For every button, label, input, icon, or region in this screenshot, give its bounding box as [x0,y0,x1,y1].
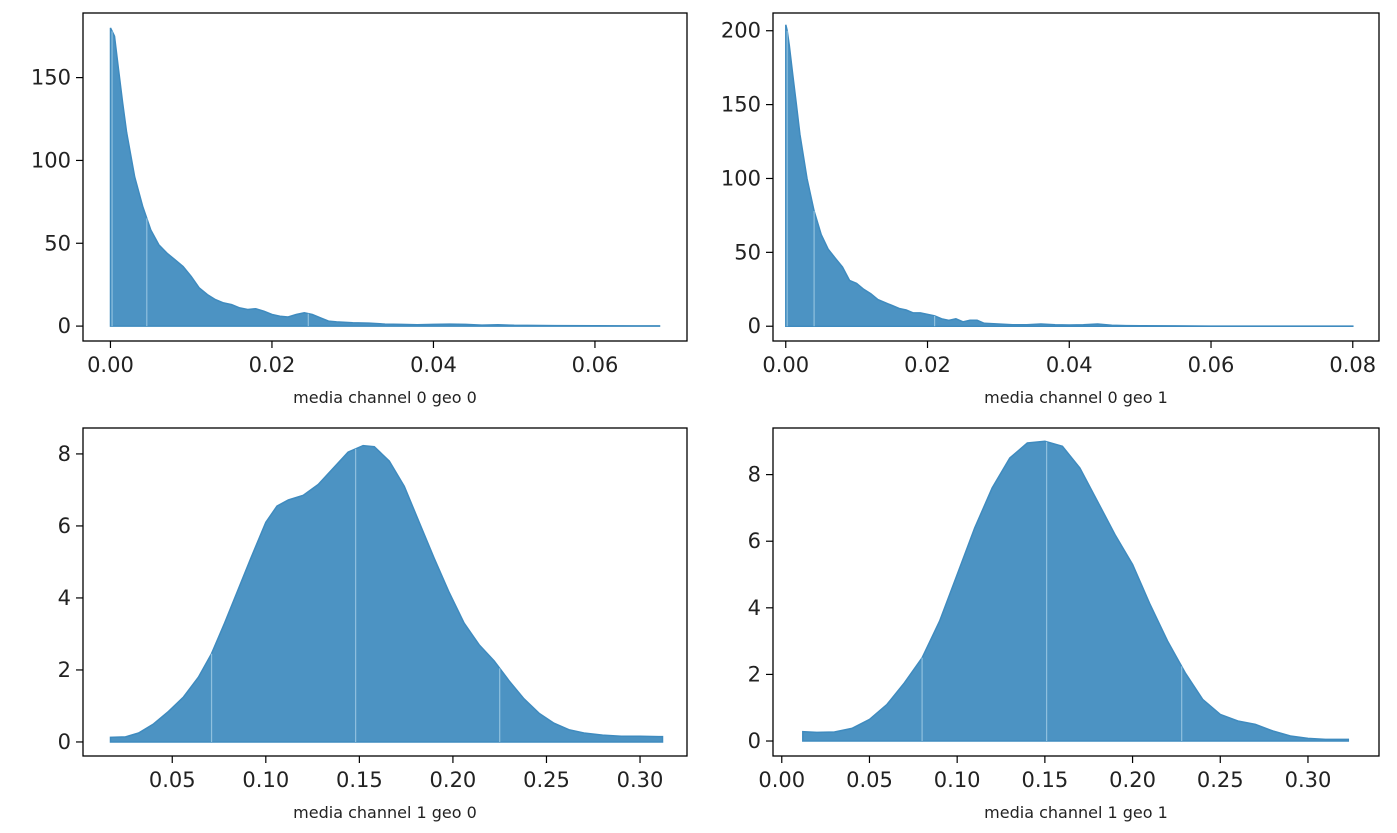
y-tick-label: 0 [748,314,761,338]
y-tick-label: 0 [748,729,761,753]
chart-panel-media-channel-0-geo-0: 0.00 0.02 0.04 0.06 0 50 100 150 media channel 0… [31,12,688,407]
chart-panel-media-channel-1-geo-1: 0.00 0.05 0.10 0.15 0.20 0.25 0.30 0 2 4 6 8 media c… [748,427,1380,822]
x-tick-label: 0.05 [149,768,196,792]
x-tick-label: 0.20 [430,768,477,792]
x-tick-label: 0.15 [336,768,383,792]
x-tick-label: 0.06 [1188,353,1235,377]
y-tick-label: 4 [748,596,761,620]
axes-frame [772,427,1380,757]
density-area [785,24,1354,327]
x-tick-label: 0.00 [87,353,134,377]
y-tick-label: 8 [58,442,71,466]
y-tick-label: 150 [721,93,761,117]
y-tick-label: 2 [58,658,71,682]
axes-frame [82,427,688,757]
x-tick-label: 0.00 [758,768,805,792]
x-tick-label: 0.02 [249,353,296,377]
x-axis-label: media channel 0 geo 1 [984,388,1168,407]
x-axis-label: media channel 1 geo 1 [984,803,1168,822]
y-tick-label: 2 [748,662,761,686]
axes-frame [82,12,688,342]
x-tick-label: 0.06 [572,353,619,377]
x-axis-label: media channel 1 geo 0 [293,803,477,822]
y-tick-label: 200 [721,19,761,43]
y-tick-label: 6 [748,529,761,553]
x-tick-label: 0.25 [1197,768,1244,792]
x-tick-label: 0.10 [242,768,289,792]
x-tick-label: 0.05 [846,768,893,792]
chart-panel-media-channel-1-geo-0: 0.05 0.10 0.15 0.20 0.25 0.30 0 2 4 6 8 media chann… [58,427,688,822]
density-area [802,440,1350,742]
y-tick-label: 150 [31,66,71,90]
x-tick-label: 0.00 [762,353,809,377]
y-tick-label: 0 [58,730,71,754]
axes-frame [772,12,1380,342]
y-tick-label: 50 [44,231,71,255]
x-tick-label: 0.20 [1109,768,1156,792]
x-tick-label: 0.04 [410,353,457,377]
y-tick-label: 6 [58,514,71,538]
density-area [109,27,661,327]
y-tick-label: 8 [748,463,761,487]
x-tick-label: 0.08 [1329,353,1376,377]
y-tick-label: 100 [721,166,761,190]
y-tick-label: 4 [58,586,71,610]
x-axis-label: media channel 0 geo 0 [293,388,477,407]
chart-panel-media-channel-0-geo-1: 0.00 0.02 0.04 0.06 0.08 0 50 100 150 200 media ch… [721,12,1380,407]
x-tick-label: 0.30 [1285,768,1332,792]
y-tick-label: 100 [31,148,71,172]
x-tick-label: 0.30 [617,768,664,792]
x-tick-label: 0.15 [1021,768,1068,792]
y-tick-label: 50 [734,240,761,264]
y-tick-label: 0 [58,314,71,338]
density-area [109,444,664,743]
x-tick-label: 0.10 [934,768,981,792]
x-tick-label: 0.25 [523,768,570,792]
x-tick-label: 0.04 [1046,353,1093,377]
x-tick-label: 0.02 [904,353,951,377]
